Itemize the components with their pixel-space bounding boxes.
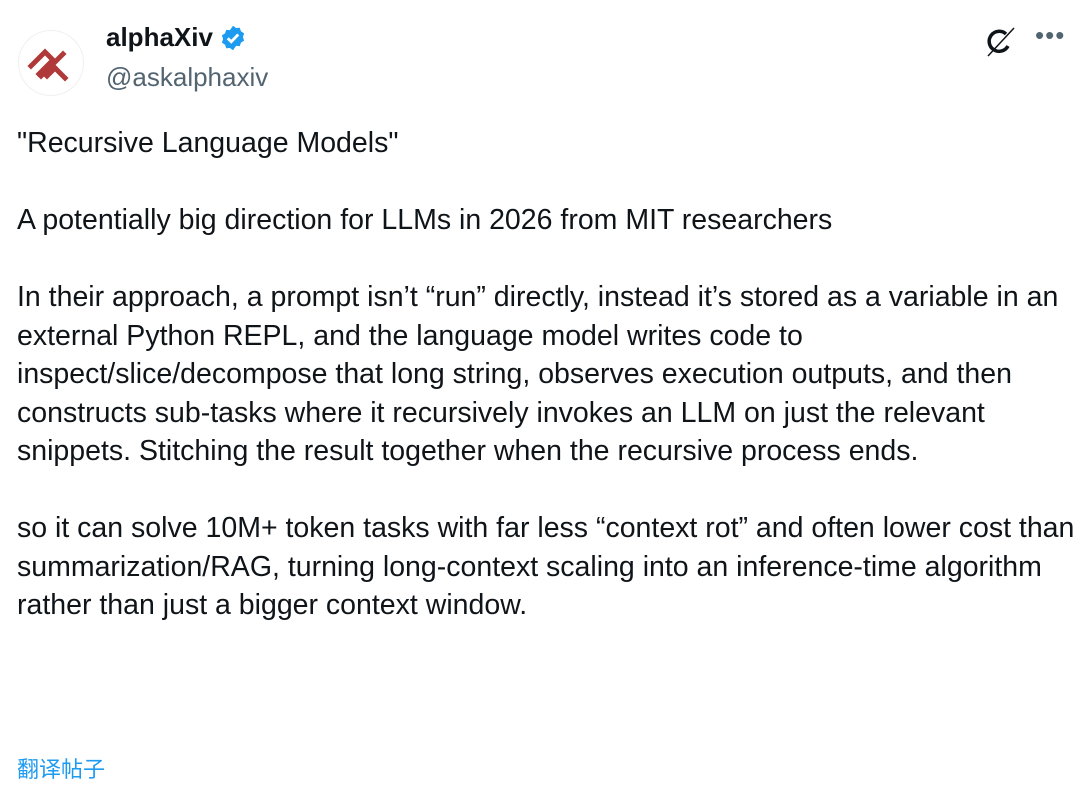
grok-icon[interactable] — [982, 24, 1018, 60]
verified-badge-icon — [221, 25, 245, 50]
author-name-text: alphaXiv — [106, 22, 213, 52]
tweet-paragraph: so it can solve 10M+ token tasks with fa… — [17, 512, 1075, 621]
tweet-paragraph: In their approach, a prompt isn’t “run” … — [17, 281, 1067, 467]
alphaxiv-logo-icon — [27, 48, 69, 82]
tweet-paragraph: A potentially big direction for LLMs in … — [17, 204, 833, 236]
tweet-title: "Recursive Language Models" — [17, 127, 399, 159]
avatar[interactable] — [18, 30, 84, 96]
more-options-button[interactable]: ••• — [1035, 20, 1066, 50]
tweet-text: "Recursive Language Models" A potentiall… — [17, 124, 1077, 625]
author-name[interactable]: alphaXiv — [106, 22, 247, 53]
author-handle[interactable]: @askalphaxiv — [106, 62, 269, 92]
translate-post-link[interactable]: 翻译帖子 — [17, 757, 106, 782]
